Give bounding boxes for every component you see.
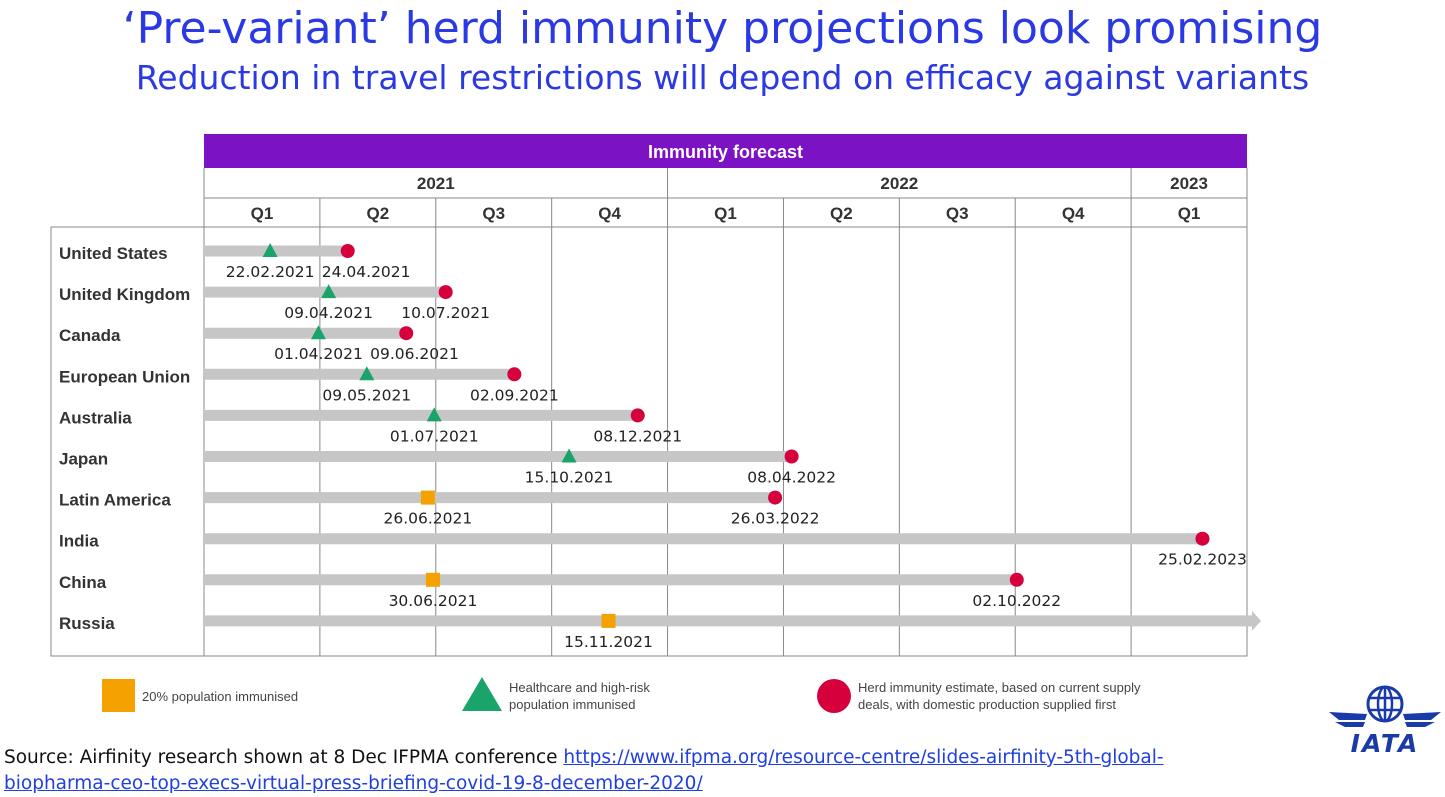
date-label: 09.05.2021 — [322, 386, 411, 404]
date-label: 02.09.2021 — [470, 386, 559, 404]
quarter-label: Q1 — [714, 204, 737, 223]
legend-triangle-icon — [462, 677, 502, 711]
source-link-line1: https://www.ifpma.org/resource-centre/sl… — [563, 747, 1164, 768]
date-label: 22.02.2021 — [226, 263, 315, 281]
legend-text: Herd immunity estimate, based on current… — [858, 680, 1141, 695]
chart-header — [204, 134, 1247, 168]
date-label: 15.10.2021 — [525, 469, 614, 487]
year-label: 2021 — [417, 174, 455, 193]
square-marker — [601, 613, 616, 628]
source-note: Source: Airfinity research shown at 8 De… — [4, 745, 1304, 797]
quarter-label: Q2 — [366, 204, 389, 223]
date-label: 30.06.2021 — [389, 592, 478, 610]
circle-marker — [1195, 531, 1210, 546]
date-label: 09.06.2021 — [370, 345, 459, 363]
triangle-marker — [561, 448, 577, 463]
quarter-label: Q3 — [482, 204, 505, 223]
date-label: 01.04.2021 — [274, 345, 363, 363]
circle-marker — [1009, 572, 1024, 587]
triangle-marker — [426, 407, 442, 422]
timeline-arrow — [1252, 610, 1261, 631]
circle-marker — [507, 367, 522, 382]
year-label: 2023 — [1170, 174, 1208, 193]
quarter-label: Q1 — [251, 204, 274, 223]
date-label: 02.10.2022 — [972, 592, 1061, 610]
date-label: 09.04.2021 — [284, 304, 373, 322]
circle-marker — [784, 449, 799, 464]
chart-title: Immunity forecast — [648, 142, 803, 162]
country-label: Canada — [59, 326, 121, 345]
triangle-marker — [310, 325, 326, 340]
triangle-marker — [359, 366, 375, 381]
circle-marker — [399, 326, 414, 341]
legend-square-icon — [102, 679, 135, 712]
square-marker — [420, 490, 435, 505]
legend-text: population immunised — [509, 697, 635, 712]
date-label: 08.12.2021 — [593, 427, 682, 445]
source-link-line2: biopharma-ceo-top-execs-virtual-press-br… — [4, 773, 703, 794]
iata-logo: IATA — [1325, 684, 1445, 764]
legend-circle-icon — [817, 679, 851, 713]
circle-marker — [340, 244, 355, 258]
page-subtitle: Reduction in travel restrictions will de… — [135, 58, 1310, 97]
country-label: United Kingdom — [59, 285, 190, 304]
date-label: 15.11.2021 — [564, 633, 653, 651]
country-label: India — [59, 532, 99, 551]
country-label: Russia — [59, 614, 115, 633]
page-title: ‘Pre-variant’ herd immunity projections … — [122, 3, 1323, 54]
triangle-marker — [262, 243, 278, 257]
quarter-label: Q4 — [1062, 204, 1085, 223]
country-label: Australia — [59, 408, 132, 427]
date-label: 25.02.2023 — [1158, 551, 1247, 569]
quarter-label: Q2 — [830, 204, 853, 223]
country-label: United States — [59, 244, 168, 263]
country-label: Latin America — [59, 491, 171, 510]
iata-logo-text: IATA — [1350, 729, 1420, 758]
date-label: 24.04.2021 — [322, 263, 411, 281]
country-label: Japan — [59, 450, 108, 469]
circle-marker — [438, 285, 453, 300]
immunity-forecast-chart: Immunity forecast 2021 2022 2023 Q1 Q2 Q3 Q4 Q1 Q… — [50, 134, 1261, 713]
date-label: 26.06.2021 — [383, 510, 472, 528]
triangle-marker — [321, 284, 337, 299]
source-text: Source: Airfinity research shown at 8 De… — [4, 747, 564, 768]
legend-text: 20% population immunised — [142, 689, 298, 704]
circle-marker — [630, 408, 645, 423]
quarter-label: Q4 — [598, 204, 621, 223]
legend-text: Healthcare and high-risk — [509, 680, 650, 695]
date-label: 01.07.2021 — [390, 427, 479, 445]
quarter-label: Q3 — [946, 204, 969, 223]
date-label: 26.03.2022 — [731, 510, 820, 528]
country-label: European Union — [59, 367, 190, 386]
square-marker — [425, 572, 440, 587]
date-label: 10.07.2021 — [401, 304, 490, 322]
circle-marker — [768, 490, 783, 505]
source-link[interactable]: https://www.ifpma.org/resource-centre/sl… — [4, 747, 1164, 794]
country-label: China — [59, 573, 107, 592]
iata-globe-wings-icon — [1329, 685, 1441, 727]
quarter-label: Q1 — [1178, 204, 1201, 223]
date-label: 08.04.2022 — [747, 469, 836, 487]
legend-text: deals, with domestic production supplied… — [858, 697, 1116, 712]
year-label: 2022 — [880, 174, 918, 193]
